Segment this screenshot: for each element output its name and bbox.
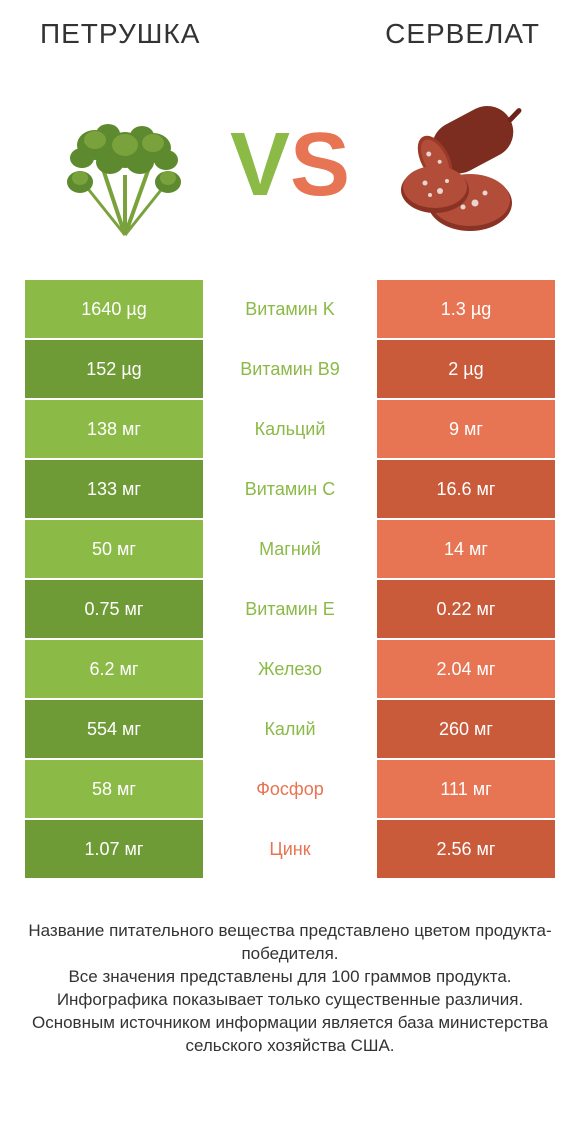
value-left: 1.07 мг: [25, 820, 203, 878]
value-right: 9 мг: [377, 400, 555, 458]
vs-label: V S: [205, 120, 375, 210]
nutrient-row: 152 µgВитамин B92 µg: [25, 340, 555, 398]
nutrient-name: Витамин B9: [203, 340, 377, 398]
nutrient-row: 58 мгФосфор111 мг: [25, 760, 555, 818]
nutrient-name: Фосфор: [203, 760, 377, 818]
nutrient-row: 138 мгКальций9 мг: [25, 400, 555, 458]
footnote-line: Название питательного вещества представл…: [25, 920, 555, 966]
value-left: 58 мг: [25, 760, 203, 818]
nutrient-row: 6.2 мгЖелезо2.04 мг: [25, 640, 555, 698]
footnote-line: Инфографика показывает только существенн…: [25, 989, 555, 1012]
value-right: 14 мг: [377, 520, 555, 578]
nutrient-table: 1640 µgВитамин K1.3 µg152 µgВитамин B92 …: [0, 280, 580, 878]
comparison-header: ПЕТРУШКА СЕРВЕЛАТ: [0, 0, 580, 60]
value-right: 0.22 мг: [377, 580, 555, 638]
footnote: Название питательного вещества представл…: [0, 880, 580, 1058]
value-left: 0.75 мг: [25, 580, 203, 638]
value-left: 6.2 мг: [25, 640, 203, 698]
footnote-line: Все значения представлены для 100 граммо…: [25, 966, 555, 989]
nutrient-row: 554 мгКалий260 мг: [25, 700, 555, 758]
footnote-line: Основным источником информации является …: [25, 1012, 555, 1058]
sausage-icon: [375, 85, 535, 245]
value-right: 260 мг: [377, 700, 555, 758]
value-left: 554 мг: [25, 700, 203, 758]
product-left-title: ПЕТРУШКА: [40, 18, 200, 50]
value-right: 2.56 мг: [377, 820, 555, 878]
value-left: 50 мг: [25, 520, 203, 578]
nutrient-row: 1640 µgВитамин K1.3 µg: [25, 280, 555, 338]
value-right: 111 мг: [377, 760, 555, 818]
value-left: 152 µg: [25, 340, 203, 398]
nutrient-name: Калий: [203, 700, 377, 758]
product-right-title: СЕРВЕЛАТ: [385, 18, 540, 50]
value-right: 2.04 мг: [377, 640, 555, 698]
nutrient-name: Магний: [203, 520, 377, 578]
parsley-icon: [50, 90, 200, 240]
sausage-image: [375, 85, 535, 245]
value-left: 133 мг: [25, 460, 203, 518]
hero-row: V S: [0, 60, 580, 280]
value-right: 16.6 мг: [377, 460, 555, 518]
parsley-image: [45, 85, 205, 245]
nutrient-name: Витамин C: [203, 460, 377, 518]
nutrient-name: Цинк: [203, 820, 377, 878]
value-right: 1.3 µg: [377, 280, 555, 338]
value-right: 2 µg: [377, 340, 555, 398]
value-left: 1640 µg: [25, 280, 203, 338]
value-left: 138 мг: [25, 400, 203, 458]
nutrient-name: Витамин E: [203, 580, 377, 638]
nutrient-row: 0.75 мгВитамин E0.22 мг: [25, 580, 555, 638]
nutrient-name: Витамин K: [203, 280, 377, 338]
vs-s: S: [290, 120, 350, 210]
nutrient-row: 133 мгВитамин C16.6 мг: [25, 460, 555, 518]
vs-v: V: [230, 120, 290, 210]
nutrient-row: 50 мгМагний14 мг: [25, 520, 555, 578]
nutrient-name: Кальций: [203, 400, 377, 458]
nutrient-name: Железо: [203, 640, 377, 698]
nutrient-row: 1.07 мгЦинк2.56 мг: [25, 820, 555, 878]
